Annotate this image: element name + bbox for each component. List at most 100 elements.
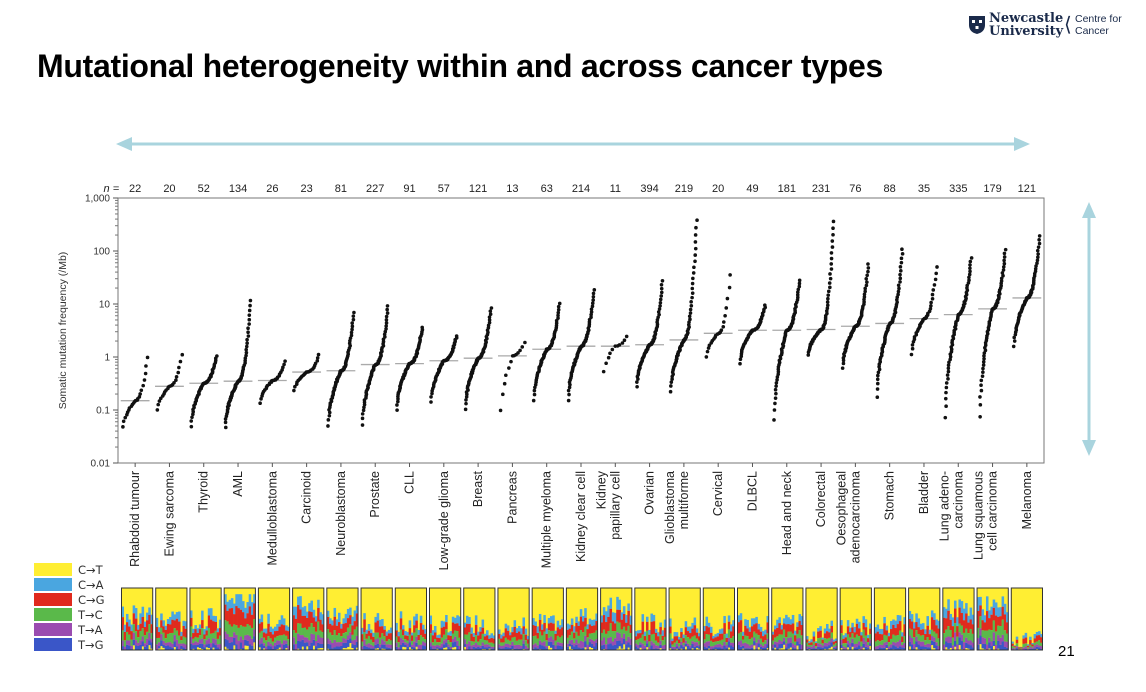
spectrum-segment xyxy=(1015,648,1019,650)
spectrum-segment xyxy=(798,614,802,622)
logo-centre-name: Centre for Cancer xyxy=(1075,13,1122,37)
spectrum-segment xyxy=(800,635,804,645)
spectrum-segment xyxy=(725,647,729,650)
spectrum-segment xyxy=(239,609,243,626)
x-tick-label: Thyroid xyxy=(197,471,211,513)
spectrum-segment xyxy=(744,642,747,649)
spectrum-segment xyxy=(365,629,369,634)
spectrum-segment xyxy=(969,645,973,650)
spectrum-segment xyxy=(778,644,781,649)
spectrum-segment xyxy=(858,641,861,646)
spectrum-segment xyxy=(558,637,562,643)
spectrum-segment xyxy=(463,627,467,635)
spectrum-segment xyxy=(750,618,754,627)
spectrum-segment xyxy=(125,644,129,650)
spectrum-segment xyxy=(436,644,439,648)
spectrum-segment xyxy=(451,638,455,643)
spectrum-segment xyxy=(924,634,927,641)
spectrum-segment xyxy=(472,633,476,637)
spectrum-segment xyxy=(896,647,900,650)
data-point xyxy=(591,298,595,302)
spectrum-segment xyxy=(515,648,519,650)
data-point xyxy=(966,281,971,285)
spectrum-segment xyxy=(782,641,786,645)
spectrum-segment xyxy=(637,644,640,649)
spectrum-segment xyxy=(182,643,186,648)
spectrum-segment xyxy=(303,615,307,628)
data-point xyxy=(504,373,508,378)
vertical-arrow-bottom-head xyxy=(1082,440,1096,456)
spectrum-segment xyxy=(201,628,204,639)
spectrum-segment xyxy=(881,640,884,645)
spectrum-segment xyxy=(248,625,252,637)
spectrum-segment xyxy=(203,639,206,645)
spectrum-segment xyxy=(590,639,594,644)
spectrum-segment xyxy=(401,625,405,630)
spectrum-segment xyxy=(965,637,968,643)
spectrum-segment xyxy=(561,627,564,636)
spectrum-segment xyxy=(449,642,453,647)
spectrum-segment xyxy=(477,645,480,647)
spectrum-segment xyxy=(864,619,868,628)
spectrum-segment xyxy=(351,616,354,626)
data-point xyxy=(556,304,561,309)
spectrum-segment xyxy=(543,641,546,647)
spectrum-segment xyxy=(575,639,578,645)
x-tick-label: Ovarian xyxy=(643,471,657,515)
data-point xyxy=(589,310,594,314)
spectrum-segment xyxy=(166,645,170,650)
data-point xyxy=(690,295,694,300)
spectrum-segment xyxy=(132,605,136,614)
spectrum-segment xyxy=(198,624,202,630)
spectrum-segment xyxy=(319,644,322,648)
data-point xyxy=(704,355,709,359)
spectrum-segment xyxy=(335,635,339,643)
spectrum-segment xyxy=(637,639,640,645)
spectrum-segment xyxy=(981,644,985,649)
spectrum-segment xyxy=(1001,619,1005,635)
data-point xyxy=(556,310,561,315)
spectrum-segment xyxy=(958,632,961,638)
data-point xyxy=(773,387,778,392)
spectrum-segment xyxy=(695,632,699,639)
spectrum-segment xyxy=(695,628,699,633)
university-logo: Newcastle University ⟨ Centre for Cancer xyxy=(968,12,1130,42)
spectrum-segment xyxy=(310,642,313,650)
spectrum-segment xyxy=(791,614,795,624)
x-tick-label-line: carcinoma xyxy=(951,471,965,529)
spectrum-segment xyxy=(776,619,779,629)
spectrum-segment xyxy=(951,637,955,646)
spectrum-segment xyxy=(340,636,343,643)
spectrum-segment xyxy=(383,629,386,637)
spectrum-segment xyxy=(721,639,724,646)
data-point xyxy=(865,273,869,278)
spectrum-segment xyxy=(919,629,923,636)
spectrum-segment xyxy=(659,627,662,635)
data-point xyxy=(489,306,494,310)
x-tick-label: Stomach xyxy=(883,471,897,520)
spectrum-segment xyxy=(250,614,254,628)
spectrum-segment xyxy=(661,648,665,650)
spectrum-segment xyxy=(340,642,343,647)
spectrum-segment xyxy=(385,631,389,636)
spectrum-segment xyxy=(367,624,371,631)
spectrum-segment xyxy=(436,647,439,649)
legend-label: C→A xyxy=(78,578,104,592)
spectrum-segment xyxy=(299,635,302,642)
data-point xyxy=(1037,238,1041,242)
spectrum-segment xyxy=(844,633,848,638)
spectrum-segment xyxy=(967,622,970,634)
data-point xyxy=(687,320,691,324)
spectrum-segment xyxy=(312,609,316,618)
spectrum-segment xyxy=(387,629,391,634)
spectrum-segment xyxy=(776,628,779,637)
spectrum-segment xyxy=(314,621,318,632)
spectrum-segment xyxy=(408,634,412,640)
spectrum-panel xyxy=(1010,587,1043,651)
spectrum-segment xyxy=(447,646,450,650)
data-point xyxy=(826,289,831,294)
spectrum-segment xyxy=(999,607,1002,617)
data-point xyxy=(429,400,433,404)
spectrum-segment xyxy=(771,644,775,648)
spectrum-segment xyxy=(812,631,816,637)
